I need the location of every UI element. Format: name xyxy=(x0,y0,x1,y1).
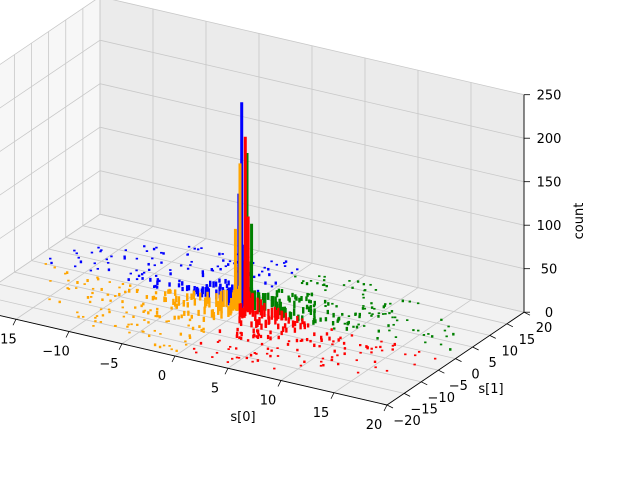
y-tick-label: 10 xyxy=(501,344,518,359)
z-tick-label: 100 xyxy=(537,219,562,234)
y-tick-label: −5 xyxy=(449,379,468,394)
y-tick-label: −10 xyxy=(428,391,455,406)
y-tick-mark xyxy=(386,404,394,409)
x-tick-label: 15 xyxy=(313,406,330,421)
tick-labels: −20−15−10−505101520−20−15−10−50510152005… xyxy=(0,89,561,433)
gridline-z xyxy=(0,83,525,183)
y-tick-mark xyxy=(523,311,531,316)
y-tick-label: 15 xyxy=(519,333,536,348)
x-tick-label: 0 xyxy=(158,369,166,384)
z-tick-label: 250 xyxy=(537,89,562,104)
y-tick-label: 20 xyxy=(536,321,553,336)
z-tick-label: 50 xyxy=(541,263,558,278)
z-tick-label: 0 xyxy=(545,306,553,321)
y-tick-label: −15 xyxy=(410,402,437,417)
gridline-z xyxy=(0,126,525,226)
x-tick-mark xyxy=(224,368,229,375)
gridline-y xyxy=(0,284,422,383)
y-tick-mark xyxy=(506,323,514,328)
gridline-z xyxy=(0,170,525,270)
x-tick-mark xyxy=(12,319,17,326)
z-axis-label: count xyxy=(572,203,587,240)
x-tick-mark xyxy=(277,380,282,387)
x-tick-mark xyxy=(118,343,123,350)
y-tick-label: −20 xyxy=(393,414,420,429)
x-tick-label: −5 xyxy=(99,357,118,372)
series-2 xyxy=(192,136,437,374)
bars xyxy=(44,102,455,374)
x-tick-mark xyxy=(383,404,388,412)
y-tick-mark xyxy=(455,358,462,362)
y-tick-label: 0 xyxy=(471,368,479,383)
x-tick-label: −15 xyxy=(0,332,17,347)
y-axis-label: s[1] xyxy=(478,382,503,397)
x-tick-label: 10 xyxy=(260,394,277,409)
y-tick-mark xyxy=(421,381,428,386)
x-tick-mark xyxy=(330,392,335,399)
series-3 xyxy=(44,163,242,352)
y-tick-mark xyxy=(403,393,411,397)
side-pane xyxy=(0,0,100,282)
y-tick-mark xyxy=(489,335,496,339)
z-tick-label: 200 xyxy=(537,132,562,147)
x-tick-mark xyxy=(171,355,176,363)
x-tick-mark xyxy=(65,331,70,338)
x-tick-label: −10 xyxy=(42,345,69,360)
x-tick-label: 20 xyxy=(366,418,383,433)
y-tick-label: 5 xyxy=(488,356,496,371)
x-tick-label: 5 xyxy=(211,381,219,396)
axes xyxy=(0,94,531,412)
x-axis-label: s[0] xyxy=(230,410,255,425)
y-tick-mark xyxy=(438,369,445,374)
gridline-y xyxy=(0,299,405,394)
z-tick-label: 150 xyxy=(537,176,562,191)
gridline-z xyxy=(0,0,525,96)
gridline-z xyxy=(0,39,525,139)
gridline-z xyxy=(0,213,525,313)
y-tick-mark xyxy=(472,346,479,351)
